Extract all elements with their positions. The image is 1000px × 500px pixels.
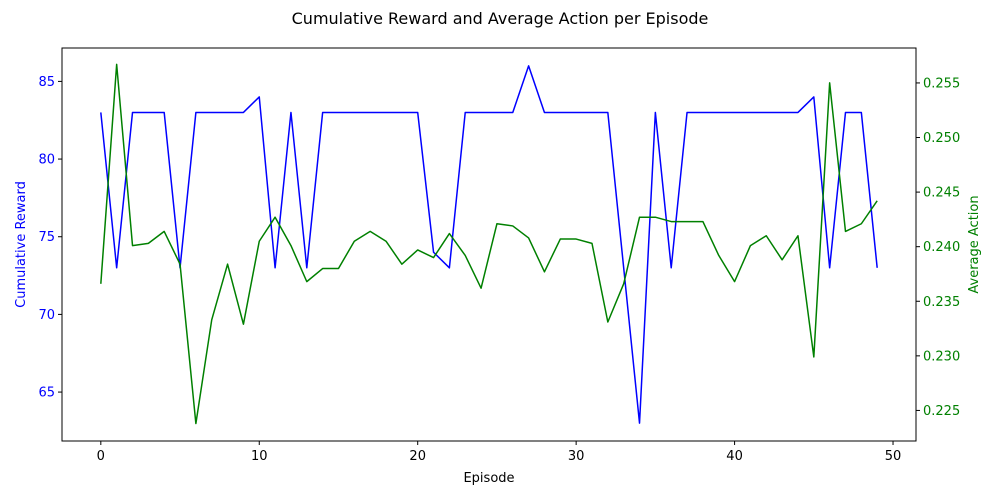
y-right-tick-label: 0.250 (923, 131, 960, 146)
x-tick-label: 10 (251, 449, 268, 464)
x-tick-label: 40 (726, 449, 743, 464)
y-right-tick-label: 0.235 (923, 295, 960, 310)
y-left-tick-label: 80 (38, 153, 55, 168)
y-left-tick-label: 70 (38, 308, 55, 323)
y-right-tick-label: 0.240 (923, 240, 960, 255)
y-right-tick-label: 0.230 (923, 349, 960, 364)
series-layer (100, 63, 878, 425)
y-left-tick-label: 85 (38, 75, 55, 90)
x-tick-label: 30 (568, 449, 585, 464)
plot-frame (61, 47, 917, 442)
y-left-tick-label: 75 (38, 230, 55, 245)
x-tick-label: 20 (409, 449, 426, 464)
cumulative-reward-line (100, 65, 878, 424)
x-tick-label: 50 (885, 449, 902, 464)
y-axis-left: 65 70 75 80 85 (38, 75, 62, 401)
y-right-tick-label: 0.245 (923, 186, 960, 201)
y-right-tick-label: 0.225 (923, 404, 960, 419)
y-axis-right: 0.225 0.230 0.235 0.240 0.245 0.250 0.255 (916, 76, 960, 419)
y-left-tick-label: 65 (38, 386, 55, 401)
y-axis-label-left: Cumulative Reward (14, 181, 29, 308)
plot-area (61, 47, 917, 442)
y-right-tick-label: 0.255 (923, 76, 960, 91)
average-action-line (100, 63, 878, 425)
x-tick-label: 0 (97, 449, 105, 464)
y-axis-label-right: Average Action (967, 195, 982, 293)
x-axis: 0 10 20 30 40 50 (97, 441, 902, 464)
chart-title: Cumulative Reward and Average Action per… (292, 9, 709, 28)
x-axis-label: Episode (463, 471, 514, 486)
